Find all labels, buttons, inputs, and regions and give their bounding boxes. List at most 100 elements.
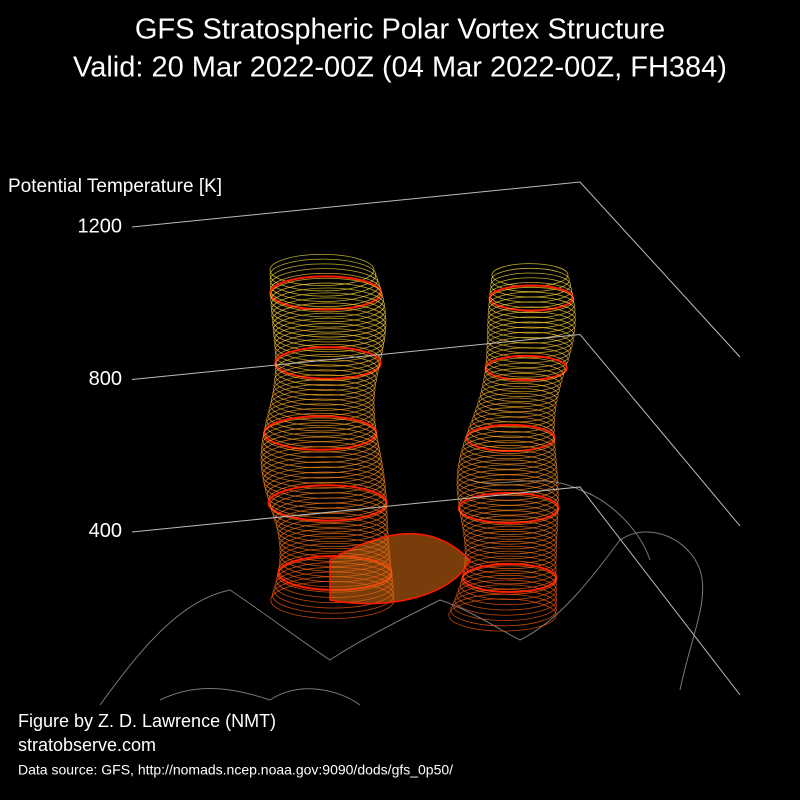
isentrope-contour xyxy=(461,510,559,540)
isentrope-contour xyxy=(487,306,576,334)
grid-line xyxy=(131,333,741,527)
isentrope-contour xyxy=(269,263,379,297)
isentrope-contour xyxy=(272,307,387,343)
vortex xyxy=(260,253,576,632)
chart-title: GFS Stratospheric Polar Vortex Structure xyxy=(135,14,665,46)
coastlines xyxy=(99,479,704,706)
isentrope-contour xyxy=(271,492,388,528)
isentrope-contour xyxy=(270,292,386,328)
isentrope-contour xyxy=(488,291,575,319)
isentrope-contour xyxy=(479,382,559,408)
vortex-edge xyxy=(263,415,378,451)
isentrope-contour xyxy=(459,494,559,526)
isentrope-contour xyxy=(464,530,558,560)
isentrope-contour xyxy=(271,379,375,411)
isentrope-contour xyxy=(491,263,569,287)
isentrope-contour xyxy=(457,484,559,516)
isentrope-contour xyxy=(460,505,559,535)
isentrope-contour xyxy=(484,357,566,383)
isentrope-contour xyxy=(274,354,379,386)
isentrope-contour xyxy=(464,426,556,454)
isentrope-contour xyxy=(463,520,558,550)
isentrope-contour xyxy=(462,515,558,545)
isentrope-contour xyxy=(267,398,375,432)
isentrope-contour xyxy=(484,362,565,388)
isentrope-contour xyxy=(487,301,576,329)
credit: stratobserve.com xyxy=(18,735,156,755)
isentrope-contour xyxy=(454,584,557,616)
grid-line xyxy=(131,486,741,696)
credit: Figure by Z. D. Lawrence (NMT) xyxy=(18,711,276,731)
isentrope-contour xyxy=(274,364,377,396)
vortex-edge xyxy=(269,275,382,311)
isentrope-contour xyxy=(273,317,386,353)
isentrope-contour xyxy=(459,570,557,600)
isentrope-contour xyxy=(261,456,385,494)
isentrope-contour xyxy=(448,598,557,632)
isentrope-contour xyxy=(269,487,388,523)
isentrope-contour xyxy=(272,497,388,533)
isentrope-contour xyxy=(471,407,556,433)
isentrope-contour xyxy=(260,431,381,469)
vortex-bridge xyxy=(329,532,471,605)
isentrope-contour xyxy=(262,422,379,458)
isentrope-contour xyxy=(277,518,389,552)
z-tick-label: 800 xyxy=(89,368,122,390)
isentrope-contour xyxy=(473,402,556,428)
isentrope-contour xyxy=(269,389,375,421)
isentrope-contour xyxy=(457,479,559,511)
isentrope-contour xyxy=(460,440,557,470)
isentrope-contour xyxy=(274,502,388,538)
isentrope-contour xyxy=(260,436,382,474)
isentrope-contour xyxy=(487,296,576,324)
isentrope-contour xyxy=(270,287,385,323)
isentrope-contour xyxy=(485,347,569,373)
isentrope-contour xyxy=(481,377,560,403)
isentrope-contour xyxy=(272,374,376,406)
isentrope-contour xyxy=(271,302,387,338)
isentrope-contour xyxy=(482,372,562,398)
isentrope-contour xyxy=(456,579,557,611)
isentrope-contour xyxy=(271,297,387,333)
isentrope-contour xyxy=(261,427,380,463)
isentrope-contour xyxy=(273,323,385,357)
isentrope-contour xyxy=(488,286,575,314)
isentrope-contour xyxy=(269,253,375,286)
isentrope-contour xyxy=(269,258,377,292)
isentrope-contour xyxy=(459,499,559,531)
isentrope-contour xyxy=(458,574,557,606)
isentrope-contour xyxy=(275,507,389,543)
isentrope-contour xyxy=(478,387,558,413)
isentrope-contour xyxy=(469,411,555,439)
isentrope-contour xyxy=(487,311,576,339)
isentrope-contour xyxy=(269,268,380,302)
vortex-edge xyxy=(457,492,560,524)
isentrope-contour xyxy=(270,282,384,318)
isentrope-contour xyxy=(468,416,555,444)
isentrope-contour xyxy=(490,267,570,293)
isentrope-contour xyxy=(486,336,572,364)
isentrope-contour xyxy=(260,446,383,484)
isentrope-contour xyxy=(483,367,563,393)
isentrope-contour xyxy=(274,333,384,367)
chart-subtitle: Valid: 20 Mar 2022-00Z (04 Mar 2022-00Z,… xyxy=(73,52,727,84)
isentrope-contour xyxy=(463,525,558,555)
isentrope-contour xyxy=(273,369,377,401)
isentrope-contour xyxy=(486,342,571,368)
isentrope-contour xyxy=(461,435,556,465)
z-tick-label: 1200 xyxy=(78,215,123,237)
isentrope-contour xyxy=(260,441,382,479)
isentrope-contour xyxy=(276,512,389,548)
isentrope-contour xyxy=(462,430,556,460)
isentrope-contour xyxy=(486,316,576,344)
z-tick-label: 400 xyxy=(89,520,122,542)
isentrope-contour xyxy=(274,338,383,372)
isentrope-contour xyxy=(261,451,384,489)
isentrope-contour xyxy=(274,328,385,362)
isentrope-contour xyxy=(266,403,376,437)
data-source: Data source: GFS, http://nomads.ncep.noa… xyxy=(18,762,453,778)
z-axis-label: Potential Temperature [K] xyxy=(8,176,222,197)
isentrope-contour xyxy=(270,277,383,313)
grid-line xyxy=(131,181,741,358)
